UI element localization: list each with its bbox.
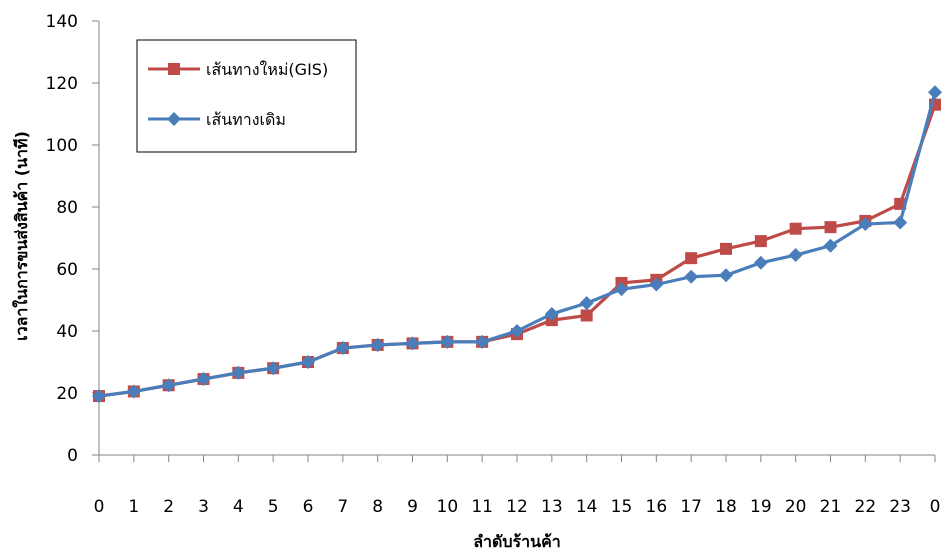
legend-label-new-route: เส้นทางใหม่(GIS) bbox=[206, 60, 328, 79]
x-tick-label: 10 bbox=[437, 497, 459, 517]
data-point-diamond bbox=[231, 365, 246, 380]
data-point-diamond bbox=[823, 238, 838, 253]
series-1 bbox=[92, 85, 942, 404]
x-tick-label: 8 bbox=[372, 497, 383, 517]
data-point-square bbox=[580, 309, 593, 322]
data-point-diamond bbox=[858, 217, 873, 232]
x-tick-label: 21 bbox=[820, 497, 842, 517]
data-point-diamond bbox=[161, 378, 176, 393]
x-tick-label: 7 bbox=[337, 497, 348, 517]
data-point-square bbox=[685, 252, 698, 265]
y-tick-label: 140 bbox=[46, 12, 78, 32]
data-point-diamond bbox=[719, 268, 733, 283]
y-tick-label: 80 bbox=[56, 198, 78, 218]
data-point-square bbox=[754, 235, 767, 248]
x-tick-label: 22 bbox=[855, 497, 877, 517]
y-tick-label: 20 bbox=[56, 384, 78, 404]
y-tick-label: 0 bbox=[67, 446, 78, 466]
data-point-diamond bbox=[196, 372, 211, 387]
legend-item-old-route: เส้นทางเดิม bbox=[148, 110, 286, 129]
x-tick-label: 3 bbox=[198, 497, 209, 517]
y-tick-label: 40 bbox=[56, 322, 78, 342]
data-point-diamond bbox=[544, 306, 559, 321]
data-point-diamond bbox=[684, 269, 699, 284]
data-point-diamond bbox=[440, 334, 455, 349]
x-tick-label: 20 bbox=[785, 497, 807, 517]
x-tick-label: 16 bbox=[646, 497, 668, 517]
x-tick-label: 9 bbox=[407, 497, 418, 517]
data-point-diamond bbox=[405, 336, 420, 351]
y-tick-label: 60 bbox=[56, 260, 78, 280]
data-point-diamond bbox=[788, 248, 803, 263]
data-point-diamond bbox=[475, 334, 490, 349]
data-point-square bbox=[824, 221, 837, 234]
data-point-diamond bbox=[893, 215, 908, 230]
data-point-diamond bbox=[579, 296, 594, 311]
y-axis: 0 20 40 60 80 100 120 140 bbox=[46, 12, 100, 466]
series-layer bbox=[92, 85, 942, 404]
x-tick-label: 0 bbox=[94, 497, 105, 517]
x-tick-label: 18 bbox=[715, 497, 737, 517]
x-tick-label: 5 bbox=[268, 497, 279, 517]
x-tick-label: 19 bbox=[750, 497, 772, 517]
legend-item-new-route: เส้นทางใหม่(GIS) bbox=[148, 60, 328, 79]
y-axis-title: เวลาในการขนส่งสินค้า (นาที) bbox=[12, 131, 31, 341]
x-tick-label: 17 bbox=[680, 497, 702, 517]
x-tick-label: 11 bbox=[471, 497, 493, 517]
x-tick-label: 13 bbox=[541, 497, 563, 517]
data-point-diamond bbox=[301, 355, 315, 369]
data-point-diamond bbox=[928, 85, 942, 100]
data-point-diamond bbox=[753, 255, 768, 270]
x-tick-label: 23 bbox=[889, 497, 911, 517]
data-point-diamond bbox=[335, 341, 350, 356]
y-tick-label: 120 bbox=[46, 74, 78, 94]
legend-marker-old-route bbox=[167, 112, 181, 126]
data-point-diamond bbox=[92, 389, 106, 404]
legend: เส้นทางใหม่(GIS) เส้นทางเดิม bbox=[136, 39, 357, 153]
x-tick-label: 6 bbox=[303, 497, 314, 517]
x-axis-title: ลำดับร้านค้า bbox=[473, 532, 561, 551]
data-point-diamond bbox=[370, 337, 385, 352]
x-tick-label: 15 bbox=[611, 497, 633, 517]
y-tick-label: 100 bbox=[46, 136, 78, 156]
legend-label-old-route: เส้นทางเดิม bbox=[206, 110, 286, 129]
legend-box bbox=[136, 39, 357, 153]
legend-marker-new-route bbox=[168, 63, 180, 75]
data-point-square bbox=[789, 222, 802, 235]
x-tick-label: 0 bbox=[930, 497, 941, 517]
x-tick-label: 2 bbox=[163, 497, 174, 517]
data-point-diamond bbox=[510, 324, 524, 338]
data-point-square bbox=[720, 242, 732, 255]
x-tick-label: 4 bbox=[233, 497, 244, 517]
x-axis: 0 1 2 3 4 5 6 7 8 9 10 11 12 13 14 15 16 17 18 19 20 21 22 23 0 bbox=[94, 454, 941, 517]
x-tick-label: 14 bbox=[576, 497, 598, 517]
x-tick-label: 12 bbox=[506, 497, 528, 517]
data-point-diamond bbox=[614, 282, 629, 297]
data-point-diamond bbox=[266, 361, 281, 376]
data-point-diamond bbox=[649, 277, 664, 292]
data-point-diamond bbox=[126, 384, 141, 399]
x-tick-label: 1 bbox=[128, 497, 139, 517]
